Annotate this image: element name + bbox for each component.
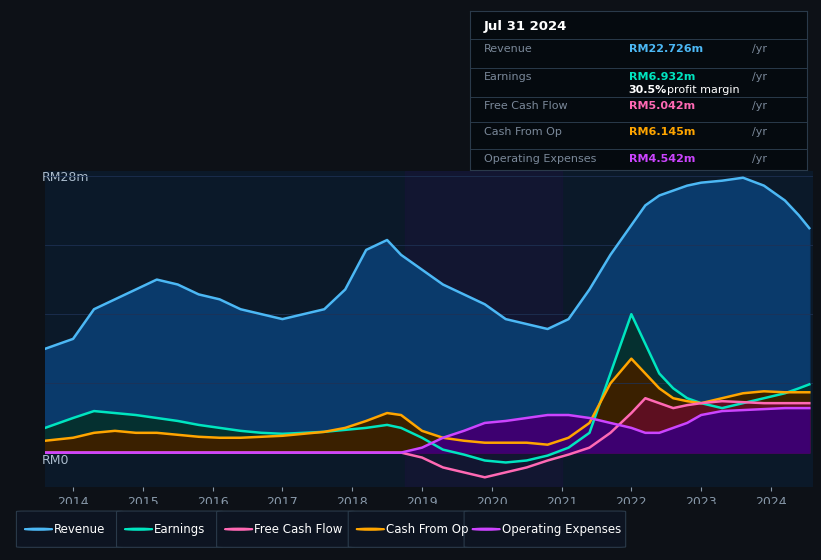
Circle shape: [25, 528, 53, 530]
Text: Revenue: Revenue: [54, 522, 106, 536]
Text: RM6.145m: RM6.145m: [629, 127, 695, 137]
Text: Operating Expenses: Operating Expenses: [484, 154, 596, 164]
Text: Earnings: Earnings: [154, 522, 206, 536]
Circle shape: [224, 528, 253, 530]
Text: RM0: RM0: [41, 454, 69, 466]
Text: /yr: /yr: [751, 101, 767, 111]
Text: Cash From Op: Cash From Op: [386, 522, 469, 536]
Text: Free Cash Flow: Free Cash Flow: [484, 101, 567, 111]
Text: Revenue: Revenue: [484, 44, 533, 54]
Circle shape: [356, 528, 384, 530]
Text: profit margin: profit margin: [667, 85, 740, 95]
Text: /yr: /yr: [751, 44, 767, 54]
Text: /yr: /yr: [751, 72, 767, 82]
Text: RM28m: RM28m: [41, 171, 89, 184]
Text: 30.5%: 30.5%: [629, 85, 667, 95]
Text: RM22.726m: RM22.726m: [629, 44, 703, 54]
Circle shape: [472, 528, 500, 530]
Text: Earnings: Earnings: [484, 72, 532, 82]
Text: Cash From Op: Cash From Op: [484, 127, 562, 137]
Text: Operating Expenses: Operating Expenses: [502, 522, 621, 536]
Text: RM5.042m: RM5.042m: [629, 101, 695, 111]
FancyBboxPatch shape: [217, 511, 355, 547]
Circle shape: [125, 528, 153, 530]
Text: /yr: /yr: [751, 127, 767, 137]
Text: Free Cash Flow: Free Cash Flow: [255, 522, 343, 536]
FancyBboxPatch shape: [117, 511, 223, 547]
Text: RM4.542m: RM4.542m: [629, 154, 695, 164]
Text: /yr: /yr: [751, 154, 767, 164]
FancyBboxPatch shape: [464, 511, 626, 547]
Bar: [405, 171, 562, 487]
Text: Jul 31 2024: Jul 31 2024: [484, 20, 567, 33]
Text: RM6.932m: RM6.932m: [629, 72, 695, 82]
FancyBboxPatch shape: [348, 511, 470, 547]
FancyBboxPatch shape: [16, 511, 123, 547]
